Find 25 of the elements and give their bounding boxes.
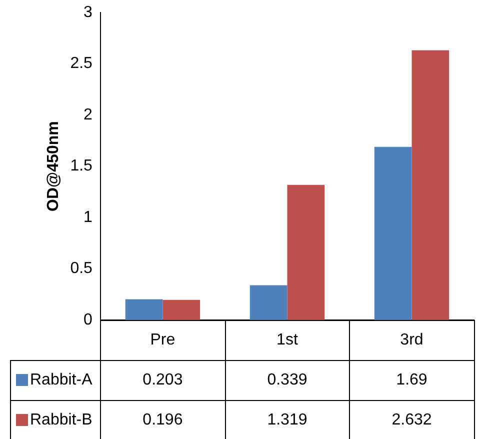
y-tick-label: 0.5 xyxy=(70,260,93,278)
bar xyxy=(125,299,163,320)
x-tick-label: 3rd xyxy=(400,331,424,348)
x-tick-label: Pre xyxy=(150,331,176,348)
data-label: 0.203 xyxy=(142,371,183,388)
data-label: 1.69 xyxy=(396,371,428,388)
x-tick-label: 1st xyxy=(276,331,298,348)
data-label: 2.632 xyxy=(392,411,432,428)
y-tick-label: 1.5 xyxy=(70,158,93,175)
y-tick-label: 1 xyxy=(84,208,93,226)
y-axis-title: OD@450nm xyxy=(45,121,62,212)
bar xyxy=(250,285,288,320)
bar xyxy=(162,300,200,320)
data-label: 0.339 xyxy=(267,371,308,388)
legend-label: Rabbit-B xyxy=(30,411,92,428)
bar xyxy=(287,184,325,320)
bar xyxy=(374,146,412,320)
y-tick-label: 2.5 xyxy=(70,55,93,72)
y-tick-label: 2 xyxy=(84,106,93,124)
data-label: 1.319 xyxy=(267,411,308,428)
legend-label: Rabbit-A xyxy=(30,371,93,388)
y-tick-label: 3 xyxy=(84,4,93,22)
y-tick-label: 0 xyxy=(84,311,93,328)
data-label: 0.196 xyxy=(142,411,183,428)
bar xyxy=(412,50,450,320)
